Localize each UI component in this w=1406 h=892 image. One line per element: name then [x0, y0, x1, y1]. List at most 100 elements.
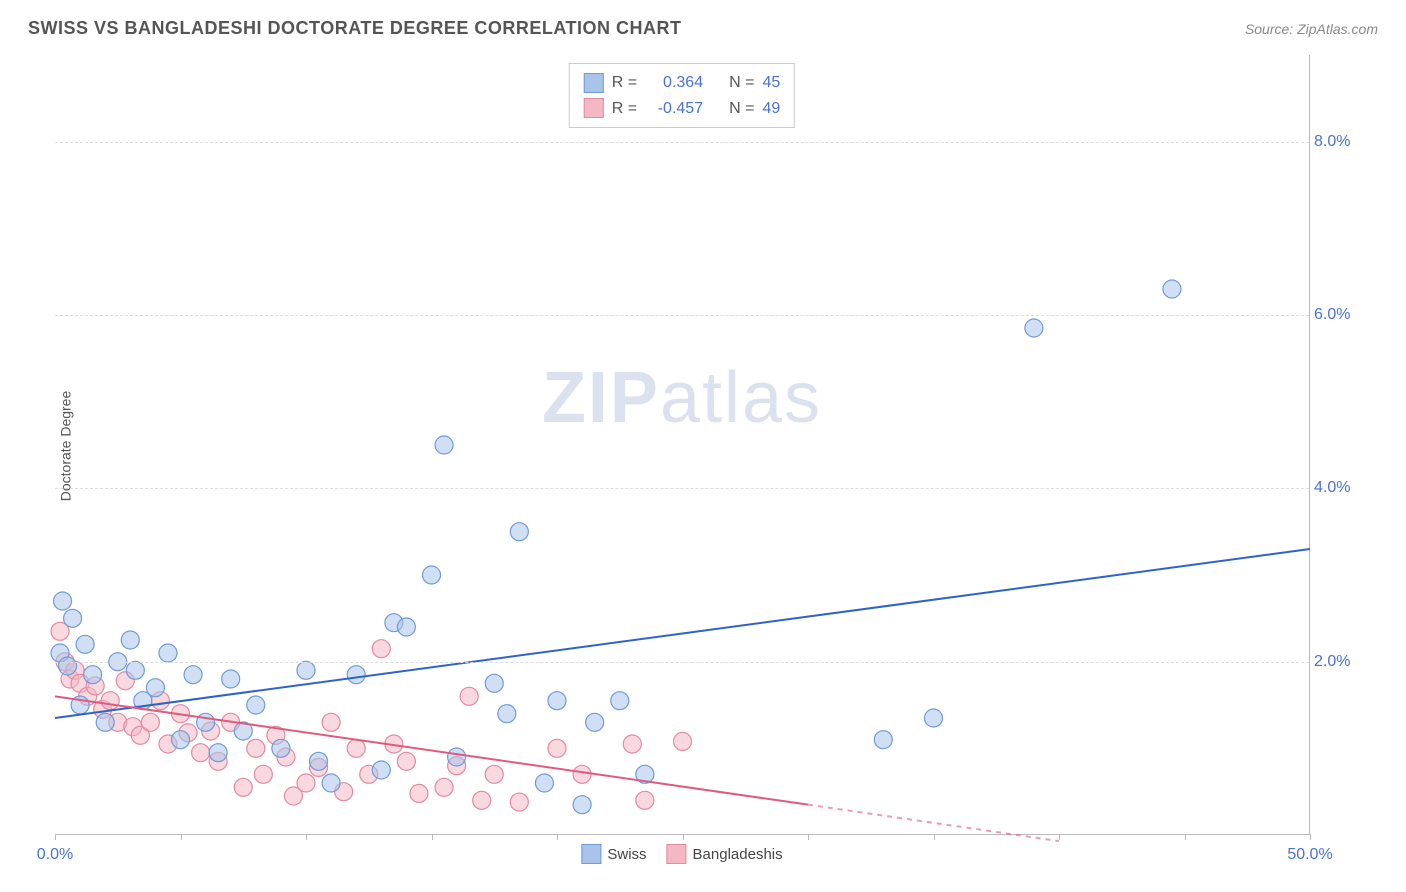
- data-point-bangladeshi: [435, 778, 453, 796]
- gridline-h: [55, 315, 1309, 316]
- data-point-swiss: [423, 566, 441, 584]
- chart-title: SWISS VS BANGLADESHI DOCTORATE DEGREE CO…: [28, 18, 682, 39]
- legend-item-bangladeshi: Bangladeshis: [667, 844, 783, 864]
- data-point-swiss: [247, 696, 265, 714]
- data-point-bangladeshi: [573, 765, 591, 783]
- data-point-swiss: [310, 752, 328, 770]
- x-tick: [683, 834, 684, 840]
- x-tick: [181, 834, 182, 840]
- swatch-bangladeshi-icon: [667, 844, 687, 864]
- data-point-bangladeshi: [510, 793, 528, 811]
- data-point-swiss: [322, 774, 340, 792]
- data-point-bangladeshi: [372, 640, 390, 658]
- x-tick: [1310, 834, 1311, 840]
- n-label: N =: [729, 96, 754, 122]
- x-tick: [1059, 834, 1060, 840]
- n-value-bangladeshi: 49: [762, 96, 780, 122]
- gridline-h: [55, 662, 1309, 663]
- data-point-swiss: [84, 666, 102, 684]
- plot-svg: [55, 55, 1309, 834]
- data-point-swiss: [611, 692, 629, 710]
- plot-area: ZIPatlas R = 0.364 N = 45 R = -0.457 N =…: [55, 55, 1310, 835]
- data-point-swiss: [121, 631, 139, 649]
- data-point-swiss: [1163, 280, 1181, 298]
- series-legend: Swiss Bangladeshis: [581, 844, 782, 864]
- data-point-bangladeshi: [460, 687, 478, 705]
- data-point-bangladeshi: [410, 784, 428, 802]
- x-tick: [306, 834, 307, 840]
- swatch-swiss-icon: [581, 844, 601, 864]
- data-point-swiss: [54, 592, 72, 610]
- data-point-swiss: [222, 670, 240, 688]
- data-point-swiss: [272, 739, 290, 757]
- data-point-swiss: [485, 674, 503, 692]
- x-tick: [808, 834, 809, 840]
- data-point-swiss: [297, 661, 315, 679]
- gridline-h: [55, 142, 1309, 143]
- data-point-bangladeshi: [141, 713, 159, 731]
- r-value-bangladeshi: -0.457: [645, 96, 703, 122]
- data-point-swiss: [586, 713, 604, 731]
- data-point-swiss: [510, 523, 528, 541]
- data-point-bangladeshi: [297, 774, 315, 792]
- data-point-swiss: [59, 657, 77, 675]
- data-point-bangladeshi: [548, 739, 566, 757]
- data-point-swiss: [874, 731, 892, 749]
- x-tick: [55, 834, 56, 840]
- x-tick: [934, 834, 935, 840]
- gridline-h: [55, 488, 1309, 489]
- data-point-bangladeshi: [485, 765, 503, 783]
- data-point-swiss: [548, 692, 566, 710]
- data-point-swiss: [435, 436, 453, 454]
- x-tick: [557, 834, 558, 840]
- data-point-swiss: [448, 748, 466, 766]
- data-point-swiss: [535, 774, 553, 792]
- r-label: R =: [612, 96, 637, 122]
- data-point-bangladeshi: [674, 732, 692, 750]
- x-tick: [432, 834, 433, 840]
- x-tick-label: 50.0%: [1287, 846, 1332, 864]
- data-point-swiss: [76, 635, 94, 653]
- data-point-swiss: [925, 709, 943, 727]
- y-tick-label: 8.0%: [1314, 133, 1364, 151]
- data-point-swiss: [209, 744, 227, 762]
- data-point-swiss: [146, 679, 164, 697]
- data-point-bangladeshi: [247, 739, 265, 757]
- data-point-swiss: [64, 609, 82, 627]
- data-point-swiss: [1025, 319, 1043, 337]
- data-point-bangladeshi: [322, 713, 340, 731]
- data-point-swiss: [347, 666, 365, 684]
- n-label: N =: [729, 70, 754, 96]
- data-point-bangladeshi: [254, 765, 272, 783]
- data-point-swiss: [372, 761, 390, 779]
- data-point-swiss: [573, 796, 591, 814]
- swatch-swiss: [584, 73, 604, 93]
- n-value-swiss: 45: [762, 70, 780, 96]
- data-point-swiss: [197, 713, 215, 731]
- swatch-bangladeshi: [584, 98, 604, 118]
- data-point-bangladeshi: [623, 735, 641, 753]
- source-label: Source: ZipAtlas.com: [1245, 21, 1378, 37]
- y-tick-label: 4.0%: [1314, 479, 1364, 497]
- data-point-bangladeshi: [473, 791, 491, 809]
- data-point-swiss: [397, 618, 415, 636]
- legend-label-swiss: Swiss: [607, 846, 646, 863]
- y-tick-label: 2.0%: [1314, 653, 1364, 671]
- data-point-bangladeshi: [636, 791, 654, 809]
- data-point-swiss: [184, 666, 202, 684]
- legend-item-swiss: Swiss: [581, 844, 646, 864]
- x-tick: [1185, 834, 1186, 840]
- y-tick-label: 6.0%: [1314, 306, 1364, 324]
- data-point-bangladeshi: [347, 739, 365, 757]
- data-point-bangladeshi: [397, 752, 415, 770]
- legend-row-swiss: R = 0.364 N = 45: [584, 70, 780, 96]
- legend-row-bangladeshi: R = -0.457 N = 49: [584, 96, 780, 122]
- x-tick-label: 0.0%: [37, 846, 73, 864]
- data-point-swiss: [498, 705, 516, 723]
- r-label: R =: [612, 70, 637, 96]
- data-point-swiss: [172, 731, 190, 749]
- data-point-bangladeshi: [234, 778, 252, 796]
- data-point-swiss: [159, 644, 177, 662]
- data-point-bangladeshi: [192, 744, 210, 762]
- data-point-swiss: [126, 661, 144, 679]
